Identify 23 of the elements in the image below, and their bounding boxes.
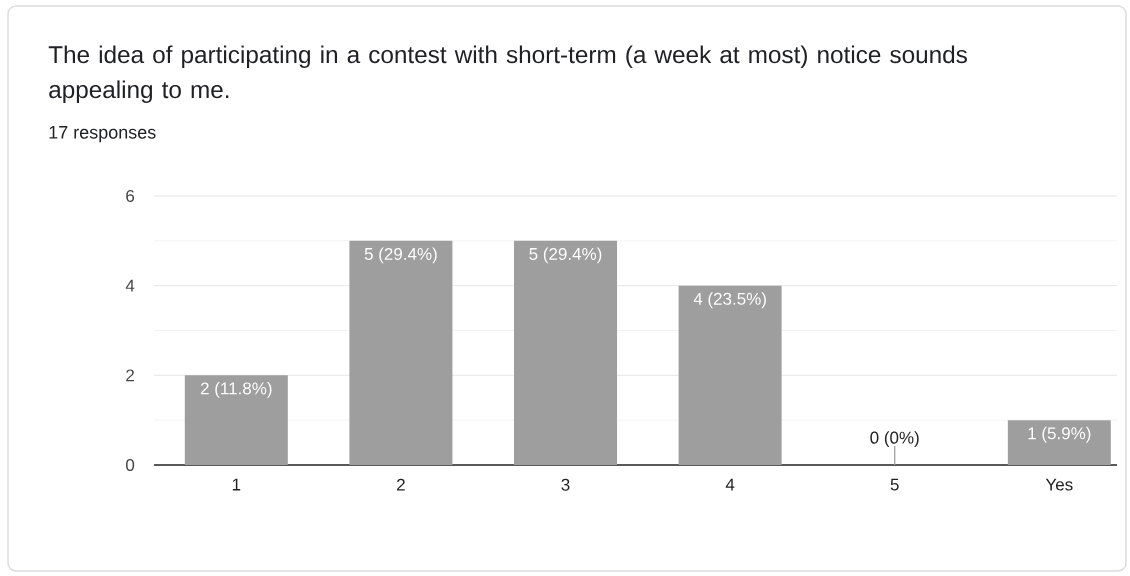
data-label: 5 (29.4%) (364, 247, 437, 264)
y-tick-label: 6 (126, 189, 135, 203)
y-tick-label: 4 (125, 279, 135, 292)
bar (678, 285, 782, 465)
bar (349, 240, 453, 465)
x-tick-label: 1 (232, 478, 241, 491)
x-tick-label: 5 (890, 478, 899, 491)
data-label: 2 (11.8%) (200, 382, 272, 398)
y-tick-label: 2 (126, 369, 134, 382)
chart-title: The idea of participating in a contest with short-term (a week at most) notice sounds appealing to me. (48, 45, 967, 104)
bar (514, 240, 618, 465)
data-label: 5 (29.4%) (529, 247, 602, 264)
x-tick-label: 3 (561, 478, 570, 491)
x-tick-label: 4 (725, 478, 735, 491)
chart-subtitle: 17 responses (49, 126, 156, 143)
x-tick-label: Yes (1045, 478, 1073, 491)
data-label: 0 (0%) (870, 431, 919, 447)
bar (184, 375, 288, 465)
bar (1007, 420, 1111, 465)
data-label: 4 (23.5%) (693, 292, 766, 309)
x-tick-label: 2 (397, 478, 405, 491)
data-label: 1 (5.9%) (1028, 426, 1091, 443)
y-tick-label: 0 (126, 458, 135, 472)
